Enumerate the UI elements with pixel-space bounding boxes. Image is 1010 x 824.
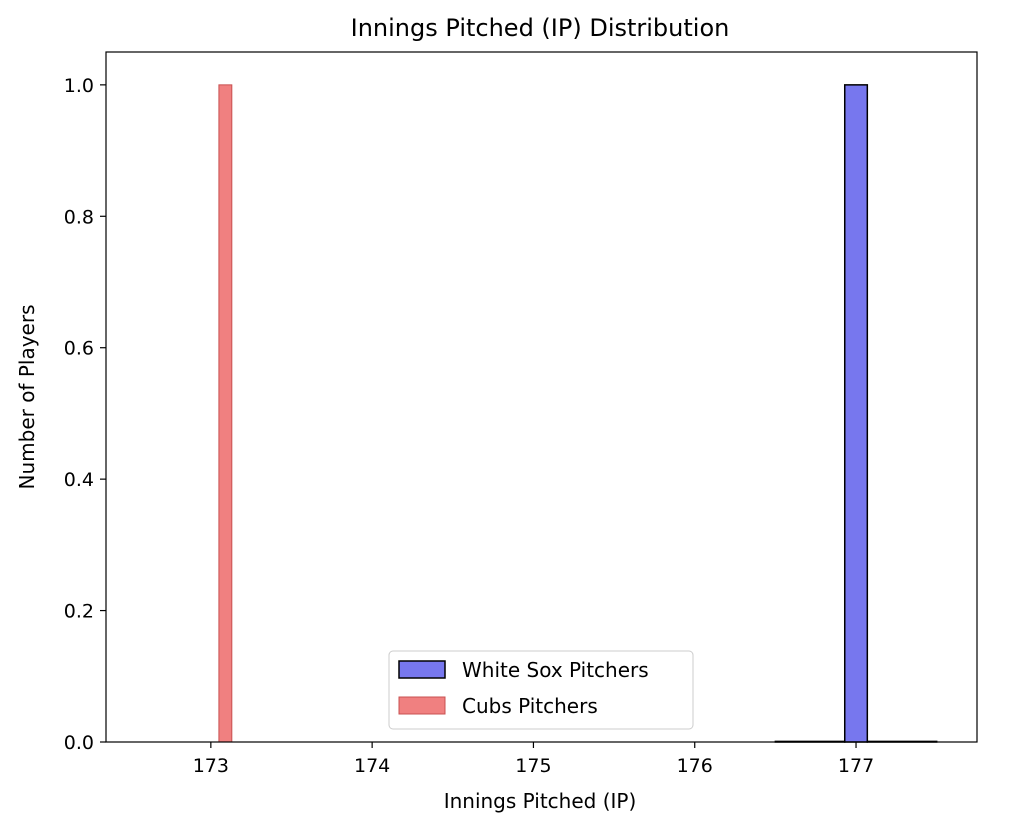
legend-frame xyxy=(388,650,694,730)
y-axis-label: Number of Players xyxy=(15,305,39,490)
y-tick-label: 0.6 xyxy=(64,338,94,360)
x-axis-ticks: 173 174 175 176 177 xyxy=(193,742,874,777)
bar-white-sox-1 xyxy=(843,84,869,743)
x-tick-label: 176 xyxy=(677,755,713,777)
y-tick-label: 0.4 xyxy=(64,469,94,491)
x-tick-label: 177 xyxy=(838,755,874,777)
legend-swatch-cubs xyxy=(398,696,446,715)
x-tick-label: 174 xyxy=(354,755,390,777)
legend-swatch-white-sox xyxy=(398,660,446,679)
legend: White Sox Pitchers Cubs Pitchers xyxy=(388,650,694,730)
y-tick-label: 0.2 xyxy=(64,601,94,623)
x-axis-label: Innings Pitched (IP) xyxy=(444,789,637,813)
chart-title: Innings Pitched (IP) Distribution xyxy=(351,14,730,42)
x-tick-label: 173 xyxy=(193,755,229,777)
legend-label-cubs: Cubs Pitchers xyxy=(462,694,598,718)
bars-layer xyxy=(218,84,938,743)
x-tick-label: 175 xyxy=(515,755,551,777)
y-axis-ticks: 0.0 0.2 0.4 0.6 0.8 1.0 xyxy=(64,75,106,754)
plot-frame xyxy=(105,51,978,743)
y-tick-label: 0.8 xyxy=(64,206,94,228)
bar-cubs-0 xyxy=(218,84,233,743)
y-tick-label: 0.0 xyxy=(64,732,94,754)
legend-label-white-sox: White Sox Pitchers xyxy=(462,658,649,682)
y-tick-label: 1.0 xyxy=(64,75,94,97)
